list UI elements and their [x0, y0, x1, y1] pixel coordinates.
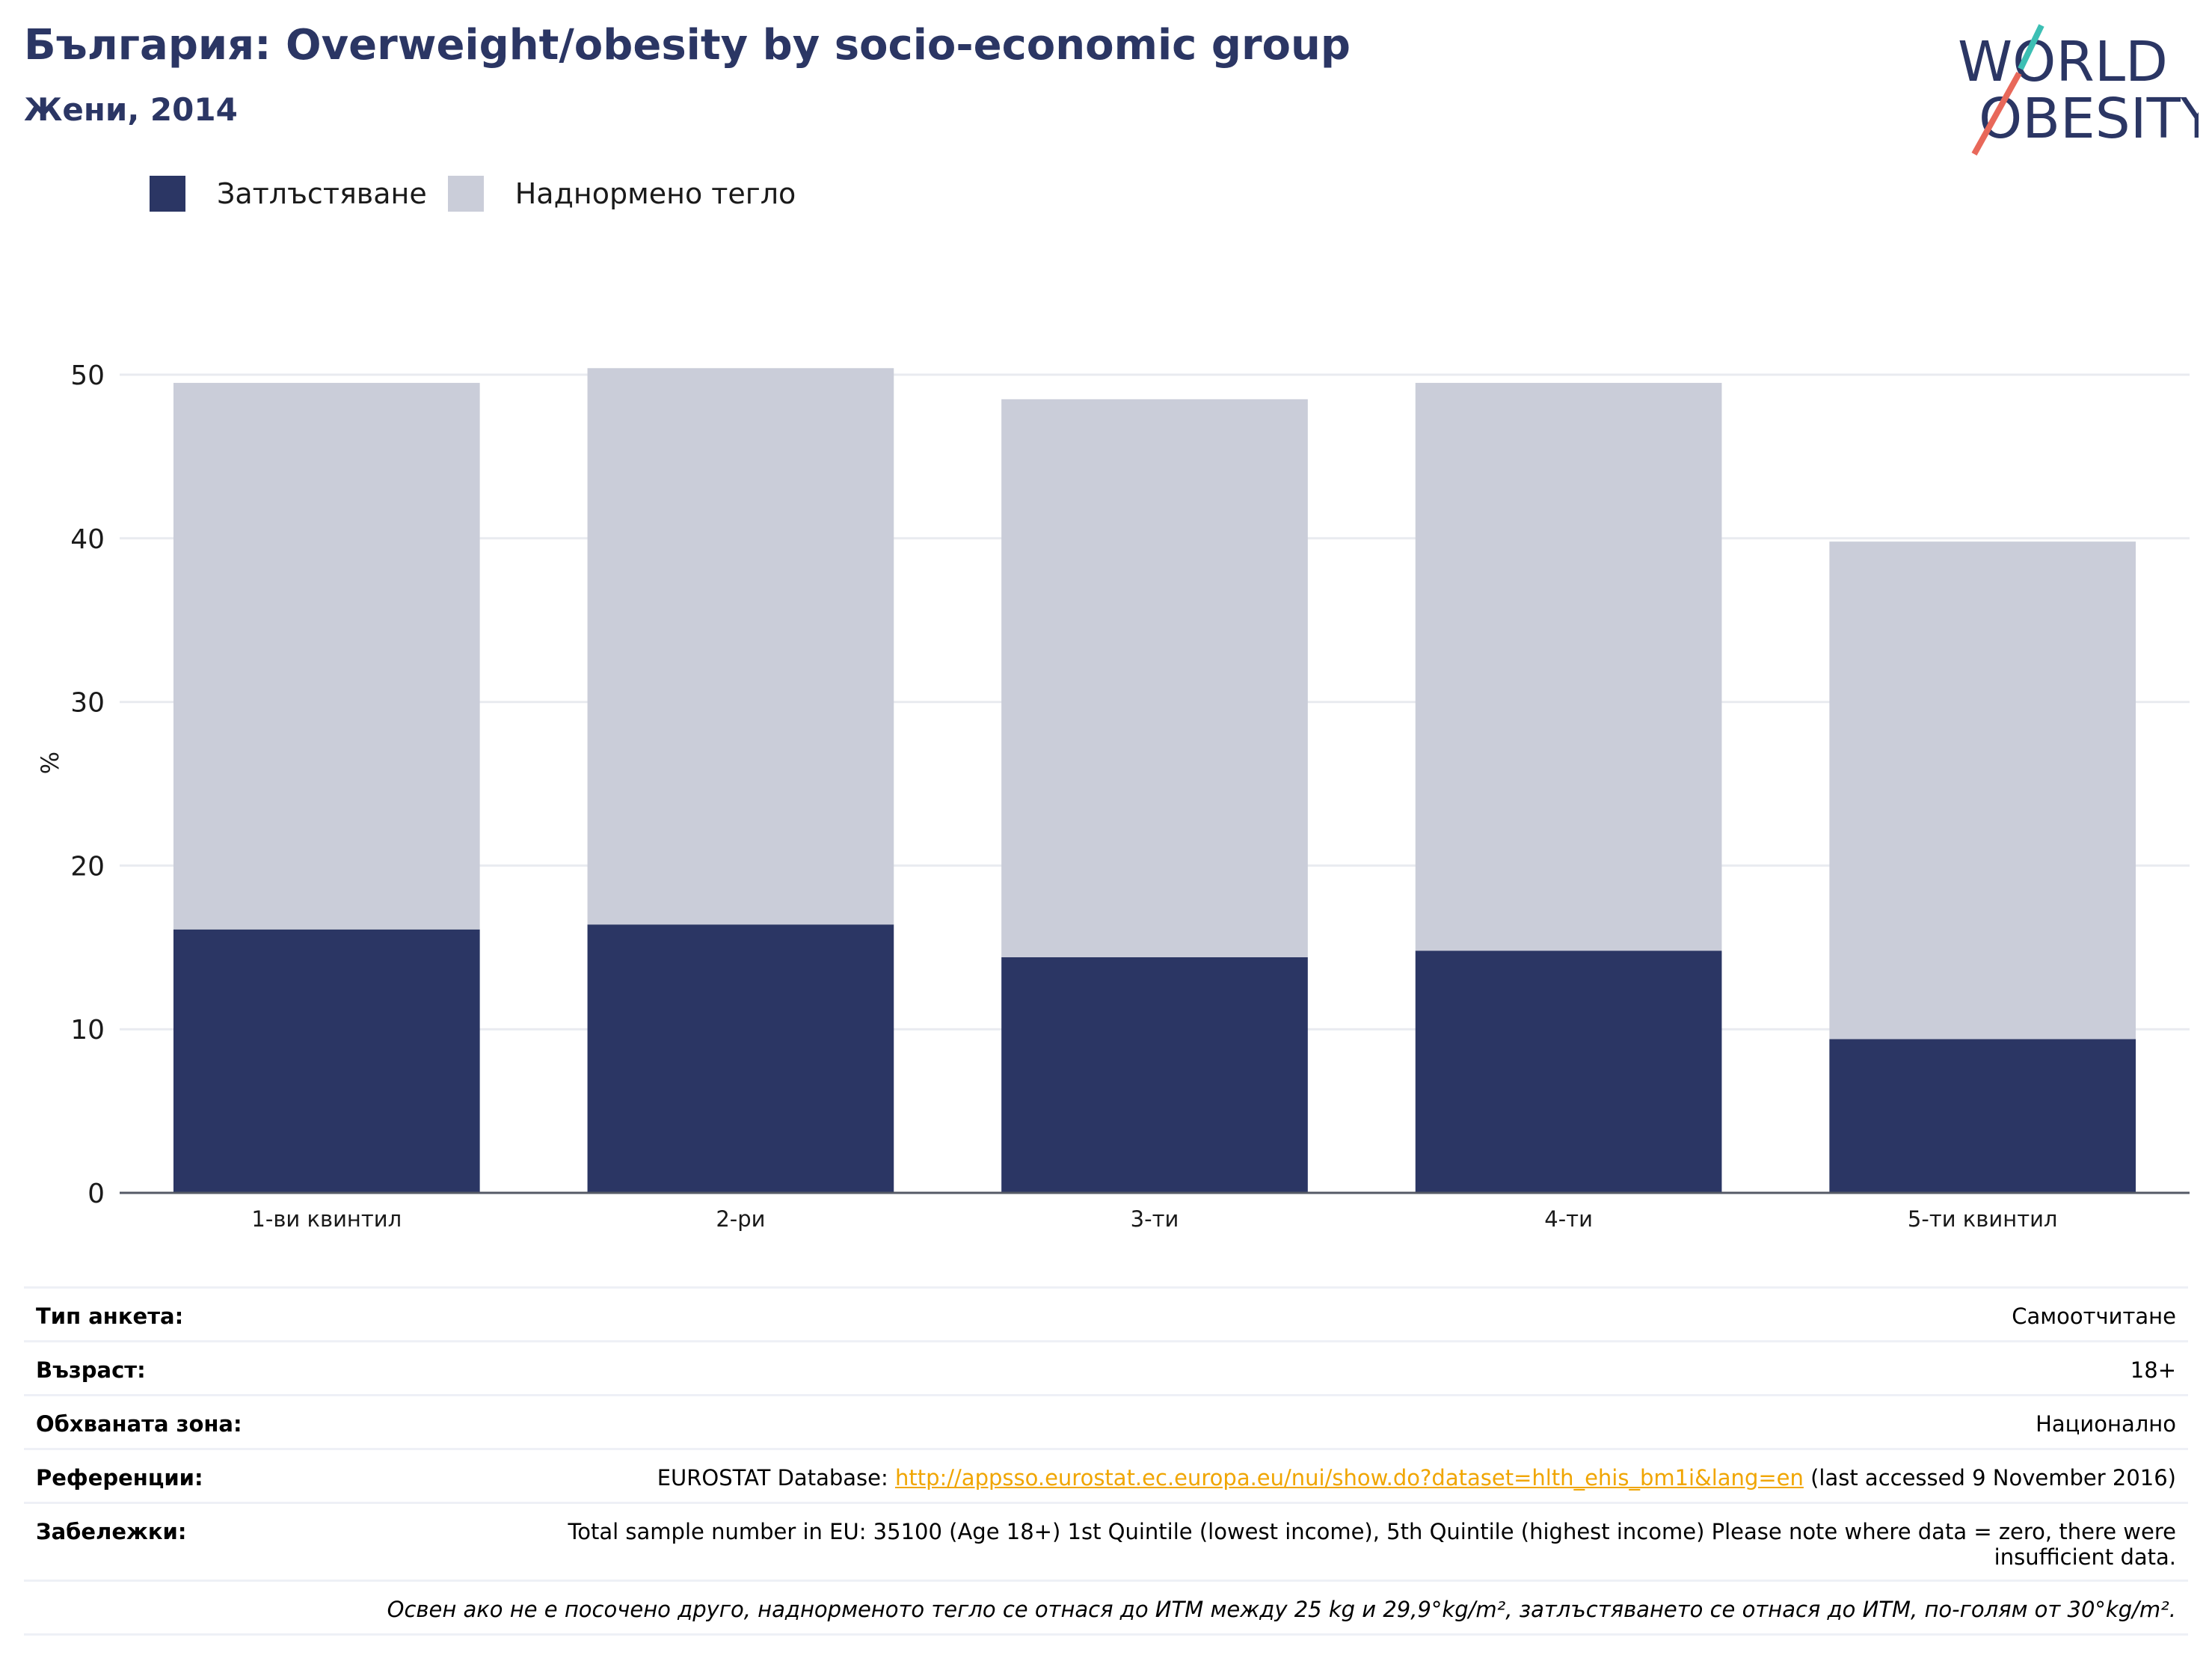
info-label: Забележки: [36, 1519, 187, 1544]
legend-item-obesity[interactable]: Затлъстяване [150, 176, 427, 212]
legend-label-overweight: Наднормено тегло [514, 177, 796, 210]
legend-label-obesity: Затлъстяване [217, 177, 427, 210]
info-value: Национално [2036, 1411, 2176, 1437]
x-tick-label: 5-ти квинтил [1908, 1206, 2058, 1232]
x-tick-label: 4-ти [1544, 1206, 1593, 1232]
bar-chart: 0 10 20 30 40 50% 1-ви квинтил 2-ри 3-ти 4-ти 5-ти… [36, 360, 2190, 1232]
info-label: Тип анкета: [36, 1304, 184, 1329]
logo-line-1: WORLD [1958, 30, 2168, 94]
legend-swatch-obesity [150, 176, 185, 212]
bar-overweight [173, 382, 480, 930]
bar-obesity [1001, 957, 1308, 1193]
info-row-footnote: Освен ако не е посочено друго, наднормен… [24, 1580, 2188, 1636]
logo-slash-bottom [1971, 72, 2022, 156]
info-value: EUROSTAT Database: http://appsso.eurosta… [657, 1450, 2176, 1491]
info-row-survey-type: Тип анкета: Самоотчитане [24, 1286, 2188, 1340]
logo-slash-top [2018, 24, 2044, 70]
x-tick-label: 3-ти [1131, 1206, 1179, 1232]
info-table: Тип анкета: Самоотчитане Възраст: 18+ Об… [24, 1286, 2188, 1636]
bar-obesity [587, 924, 894, 1193]
info-value: Самоотчитане [2012, 1304, 2176, 1329]
info-row-references: Референции: EUROSTAT Database: http://ap… [24, 1448, 2188, 1502]
reference-prefix: EUROSTAT Database: [657, 1465, 895, 1491]
info-label: Референции: [36, 1465, 203, 1491]
info-label: Обхваната зона: [36, 1411, 242, 1437]
bar-overweight [587, 368, 894, 925]
x-tick-label: 2-ри [716, 1206, 765, 1232]
chart-subtitle: Жени, 2014 [24, 91, 238, 128]
x-tick-label: 1-ви квинтил [251, 1206, 402, 1232]
bar-overweight [1001, 399, 1308, 957]
y-tick-label: 20 [70, 851, 105, 882]
info-label: Възраст: [36, 1357, 146, 1383]
legend-item-overweight[interactable]: Наднормено тегло [447, 176, 796, 212]
world-obesity-logo: WORLD OBESITY [1958, 24, 2199, 156]
legend-swatch-overweight [447, 176, 484, 212]
chart-title: България: Overweight/obesity by socio-ec… [24, 21, 1351, 70]
y-tick-label: 40 [70, 524, 105, 555]
bar-overweight [1829, 541, 2136, 1040]
info-value: Total sample number in EU: 35100 (Age 18… [568, 1519, 2176, 1570]
y-tick-label: 0 [87, 1179, 105, 1209]
bar-obesity [1829, 1039, 2136, 1193]
info-row-notes: Забележки: Total sample number in EU: 35… [24, 1502, 2188, 1580]
y-axis-label: % [36, 752, 64, 774]
y-tick-label: 30 [70, 688, 105, 719]
info-value: 18+ [2130, 1357, 2176, 1383]
bar-obesity [1415, 951, 1722, 1193]
y-tick-label: 50 [70, 360, 105, 391]
logo-line-2: OBESITY [1979, 87, 2199, 151]
legend: Затлъстяване Наднормено тегло [150, 174, 817, 214]
bar-obesity [173, 929, 480, 1193]
bar-overweight [1415, 382, 1722, 951]
info-row-age: Възраст: 18+ [24, 1340, 2188, 1394]
y-tick-label: 10 [70, 1015, 105, 1046]
info-row-area: Обхваната зона: Национално [24, 1394, 2188, 1448]
footnote: Освен ако не е посочено друго, наднормен… [387, 1597, 2176, 1622]
reference-suffix: (last accessed 9 November 2016) [1803, 1465, 2176, 1491]
reference-link[interactable]: http://appsso.eurostat.ec.europa.eu/nui/… [894, 1465, 1804, 1491]
